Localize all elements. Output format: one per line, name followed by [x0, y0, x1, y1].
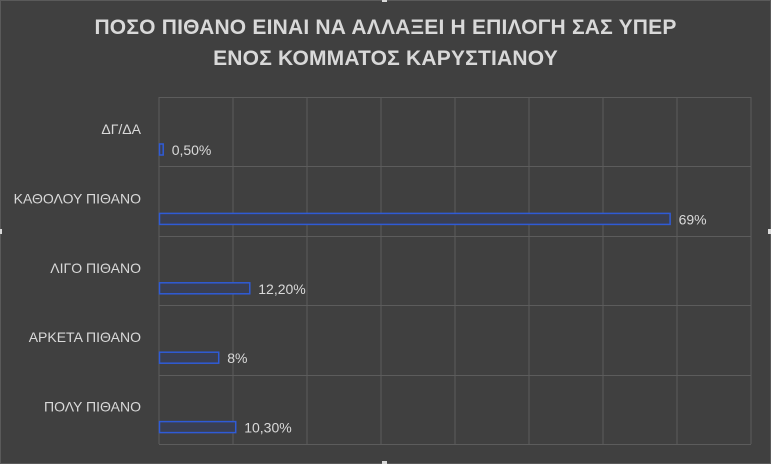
- resize-handle-top[interactable]: [382, 0, 387, 2]
- bar[interactable]: [158, 143, 164, 156]
- category-label: ΚΑΘΟΛΟΥ ΠΙΘΑΝΟ: [14, 190, 141, 206]
- data-label: 8%: [227, 350, 247, 366]
- category-label: ΠΟΛΥ ΠΙΘΑΝΟ: [44, 399, 141, 415]
- resize-handle-left[interactable]: [0, 229, 2, 234]
- category-label: ΛΙΓΟ ΠΙΘΑΝΟ: [50, 260, 141, 276]
- resize-handle-bottom[interactable]: [382, 461, 387, 464]
- data-label: 12,20%: [258, 281, 305, 297]
- data-label: 0,50%: [172, 142, 212, 158]
- chart-title: ΠΟΣΟ ΠΙΘΑΝΟ ΕΙΝΑΙ ΝΑ ΑΛΛΑΞΕΙ Η ΕΠΙΛΟΓΗ Σ…: [0, 12, 771, 74]
- chart-title-line-2: ΕΝΟΣ ΚΟΜΜΑΤΟΣ ΚΑΡΥΣΤΙΑΝΟΥ: [213, 47, 558, 70]
- category-label: ΔΓ/ΔΑ: [101, 121, 141, 137]
- grid-lines: [158, 97, 752, 445]
- bar[interactable]: [158, 282, 251, 295]
- resize-handle-right[interactable]: [768, 229, 771, 234]
- bars: [158, 143, 671, 434]
- labels: ΔΓ/ΔΑ 0,50% ΚΑΘΟΛΟΥ ΠΙΘΑΝΟ 69% ΛΙΓΟ ΠΙΘΑΝΟ 12…: [14, 121, 707, 436]
- bar[interactable]: [158, 351, 220, 364]
- data-label: 69%: [679, 211, 707, 227]
- data-label: 10,30%: [244, 420, 291, 436]
- bar[interactable]: [158, 212, 671, 226]
- category-label: ΑΡΚΕΤΑ ΠΙΘΑΝΟ: [29, 329, 141, 345]
- chart-title-line-1: ΠΟΣΟ ΠΙΘΑΝΟ ΕΙΝΑΙ ΝΑ ΑΛΛΑΞΕΙ Η ΕΠΙΛΟΓΗ Σ…: [94, 16, 677, 39]
- bar[interactable]: [158, 420, 237, 434]
